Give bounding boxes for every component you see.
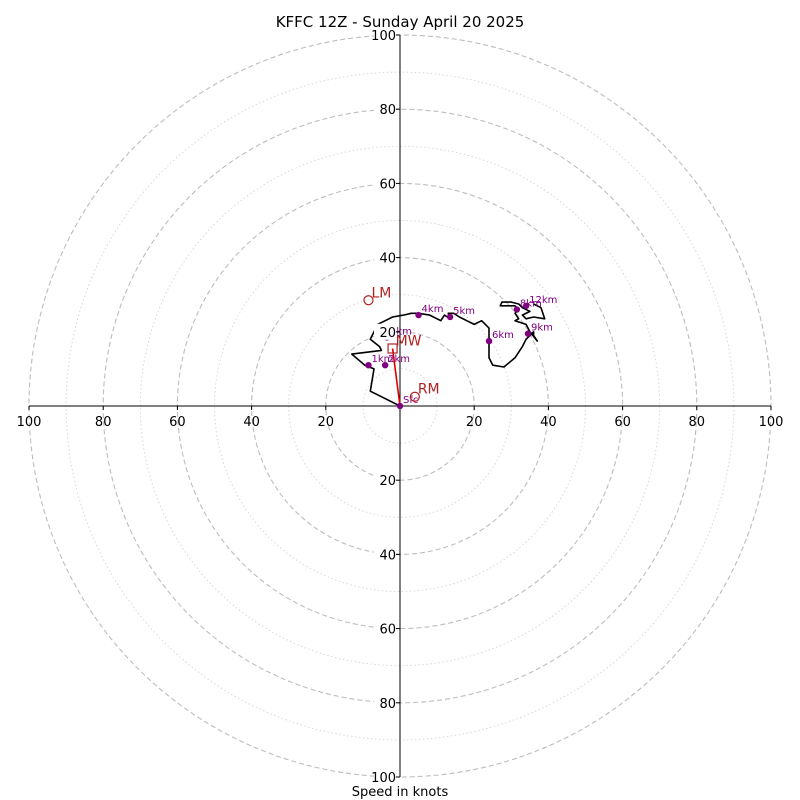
height-label-2km: 2km [388, 354, 410, 365]
height-marker-4km [415, 311, 422, 319]
height-marker-1km [365, 361, 372, 369]
y-tick-label: 20 [379, 474, 396, 489]
height-marker-12km [522, 302, 530, 310]
y-tick-bg [374, 472, 396, 489]
tick-labels-group: 100 80 60 40 20 20 40 60 80 100 100 80 60 40 20 20 40 60 8… [17, 27, 784, 786]
x-tick-label: 40 [243, 415, 260, 430]
height-marker-2km [381, 361, 389, 369]
x-tick-label: 60 [614, 415, 631, 430]
storm-motion-label-LM: LM [371, 285, 391, 301]
y-tick-label: 40 [379, 252, 396, 267]
y-tick-label: 40 [379, 548, 396, 563]
y-tick-bg [374, 249, 396, 266]
height-marker-9km [524, 330, 532, 337]
height-label-8km: 8km [520, 299, 542, 310]
chart-title: KFFC 12Z - Sunday April 20 2025 [276, 13, 525, 31]
height-label-4km: 4km [422, 304, 444, 315]
storm-motion-marker-LM [363, 295, 374, 306]
height-marker-6km [485, 337, 493, 345]
height-marker-5km [446, 313, 454, 321]
x-tick-label: 60 [169, 415, 186, 430]
storm-motion-marker-MW [387, 343, 398, 354]
x-tick-label: 80 [689, 415, 706, 430]
x-tick-label: 80 [95, 415, 112, 430]
storm-motion-label-MW: MW [396, 333, 422, 349]
y-tick-bg [374, 101, 396, 118]
height-label-5km: 5km [453, 306, 475, 317]
x-axis-label: Speed in knots [352, 785, 449, 800]
y-tick-bg [374, 323, 396, 340]
storm-motion-label-RM: RM [418, 382, 440, 398]
x-tick-label: 100 [759, 415, 784, 430]
height-marker-8km [513, 306, 521, 313]
height-label-Sfc: Sfc [403, 395, 418, 406]
y-tick-bg [374, 546, 396, 563]
y-tick-label: 80 [379, 103, 396, 118]
x-tick-label: 20 [466, 415, 483, 430]
height-label-12km: 12km [529, 295, 557, 306]
height-label-3km: 3km [390, 326, 412, 337]
shear-vector [391, 348, 401, 407]
y-tick-label: 20 [379, 326, 396, 341]
height-marker-Sfc [396, 402, 404, 410]
height-label-9km: 9km [531, 323, 553, 334]
shear-vector-group [391, 348, 401, 407]
y-tick-bg [374, 769, 396, 785]
y-tick-label: 80 [379, 697, 396, 712]
y-tick-label: 100 [371, 29, 396, 44]
y-tick-bg [374, 27, 396, 43]
height-label-6km: 6km [492, 330, 514, 341]
y-tick-bg [374, 620, 396, 637]
y-tick-label: 60 [379, 177, 396, 192]
y-tick-bg [374, 694, 396, 711]
x-tick-label: 40 [540, 415, 557, 430]
height-label-1km: 1km [371, 354, 393, 365]
x-tick-label: 20 [318, 415, 335, 430]
storm-motions-group: LM MW RM [363, 285, 440, 402]
hodograph-trace-group [350, 301, 546, 407]
hodograph-trace [350, 301, 546, 407]
y-tick-label: 60 [379, 623, 396, 638]
storm-motion-marker-RM [409, 391, 420, 402]
y-tick-bg [374, 175, 396, 192]
y-tick-label: 100 [371, 771, 396, 786]
x-tick-label: 100 [17, 415, 42, 430]
